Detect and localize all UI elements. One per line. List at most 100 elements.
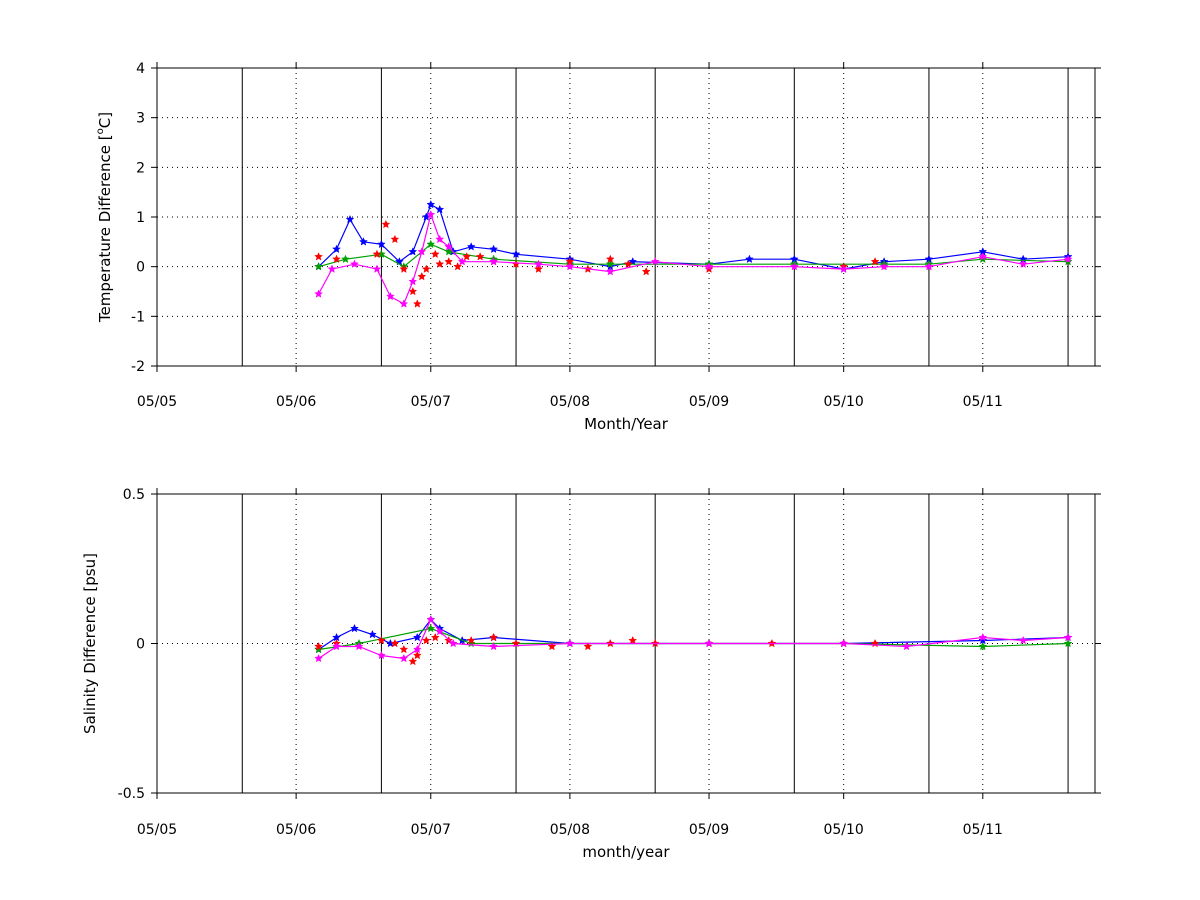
data-point-red (583, 641, 593, 651)
data-point-magenta (839, 264, 849, 273)
data-point-magenta (565, 638, 575, 648)
data-point-magenta (314, 289, 324, 298)
data-point-magenta (605, 266, 615, 276)
data-point-magenta (1018, 635, 1028, 645)
data-point-red (453, 262, 463, 271)
data-point-blue (466, 242, 476, 251)
data-point-magenta (704, 262, 714, 271)
x-tick-label: 05/08 (550, 394, 590, 410)
data-point-green (1063, 638, 1073, 648)
data-point-green (1063, 257, 1073, 266)
x-tick-label: 05/06 (276, 822, 316, 838)
data-point-red (399, 264, 409, 273)
data-point-magenta (399, 653, 409, 663)
data-point-red (381, 219, 391, 229)
data-point-magenta (412, 644, 422, 654)
data-point-magenta (372, 264, 382, 273)
salinity-panel: -0.5 0 0.5 05/05 05/06 05/07 05/08 05/09 05/10 05… (81, 487, 1101, 861)
data-point-blue (367, 629, 377, 639)
data-point-blue (350, 623, 359, 633)
data-point-red (430, 632, 440, 642)
data-point-magenta (924, 262, 934, 271)
data-point-green (314, 262, 324, 271)
data-point-magenta (1063, 254, 1073, 264)
data-point-magenta (435, 234, 445, 244)
data-point-magenta (426, 209, 436, 219)
y-axis-label-part: C] (96, 112, 114, 128)
data-point-red (628, 635, 638, 645)
data-point-red (412, 299, 422, 308)
data-point-magenta (417, 247, 427, 256)
data-point-magenta (1063, 632, 1073, 642)
data-point-red (435, 259, 445, 268)
series-line-blue (318, 203, 1069, 270)
data-point-blue (744, 254, 754, 264)
data-point-red (417, 271, 427, 281)
data-point-magenta (448, 638, 458, 648)
y-tick-label: 3 (136, 111, 145, 127)
y-axis-label: Salinity Difference [psu] (81, 553, 99, 734)
x-tick-label: 05/10 (823, 822, 863, 838)
x-tick-label: 05/11 (963, 822, 1003, 838)
data-point-blue (376, 239, 386, 249)
data-point-magenta (650, 257, 660, 266)
x-tick-label: 05/08 (550, 822, 590, 838)
data-point-blue (332, 244, 341, 254)
y-axis-label-superscript: o (95, 128, 106, 134)
data-point-magenta (565, 262, 575, 271)
data-point-magenta (314, 653, 324, 663)
y-tick-label: -0.5 (118, 786, 145, 802)
data-point-magenta (489, 257, 498, 266)
data-point-blue (345, 214, 355, 224)
y-tick-label: 0.5 (123, 487, 145, 503)
data-point-red (332, 254, 341, 264)
data-point-red (462, 252, 472, 261)
data-point-magenta (376, 650, 386, 660)
data-point-blue (412, 632, 422, 642)
data-point-magenta (399, 299, 409, 308)
data-point-magenta (534, 259, 543, 268)
y-tick-label: 2 (136, 160, 145, 176)
data-point-blue (426, 199, 436, 209)
data-point-red (444, 257, 454, 266)
data-point-red (390, 234, 400, 244)
data-point-magenta (789, 262, 799, 271)
y-axis-label: Temperature Difference [oC] (95, 112, 114, 323)
y-tick-label: 4 (136, 61, 145, 77)
data-point-blue (511, 249, 521, 259)
data-point-magenta (978, 252, 988, 261)
data-point-magenta (879, 262, 889, 271)
data-point-magenta (978, 632, 988, 642)
data-point-red (534, 264, 543, 273)
data-point-green (426, 239, 436, 249)
data-point-red (430, 249, 440, 259)
data-point-magenta (704, 638, 714, 648)
data-point-magenta (426, 614, 436, 624)
data-point-blue (489, 244, 499, 254)
x-tick-label: 05/07 (411, 394, 451, 410)
data-point-magenta (385, 291, 395, 301)
x-tick-label: 05/07 (411, 822, 451, 838)
data-point-green (605, 259, 615, 268)
data-point-blue (408, 247, 418, 256)
x-tick-label: 05/06 (276, 394, 316, 410)
data-point-red (399, 644, 409, 654)
data-point-red (314, 252, 324, 261)
data-point-red (421, 264, 431, 273)
data-point-red (376, 635, 386, 645)
data-point-red (466, 635, 476, 645)
data-point-magenta (902, 641, 911, 651)
data-point-magenta (354, 641, 364, 651)
x-tick-label: 05/05 (137, 394, 177, 410)
x-tick-label: 05/05 (137, 822, 177, 838)
y-tick-label: -1 (131, 309, 145, 325)
data-point-red (421, 635, 431, 645)
data-point-magenta (1018, 259, 1028, 268)
data-point-red (372, 249, 382, 259)
data-point-green (314, 644, 324, 654)
data-point-green (978, 254, 988, 264)
data-point-blue (358, 237, 368, 246)
y-tick-label: -2 (131, 359, 145, 375)
data-point-green (978, 641, 988, 651)
data-point-magenta (435, 626, 445, 636)
